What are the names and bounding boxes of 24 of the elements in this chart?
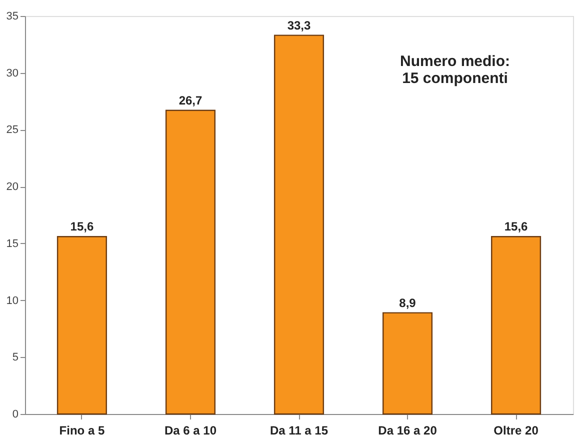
y-tick-label: 35 <box>6 10 18 22</box>
bar <box>382 312 433 415</box>
y-tick-label: 5 <box>12 352 18 364</box>
bar <box>56 236 107 415</box>
data-label: 33,3 <box>287 18 311 32</box>
bar <box>165 110 216 415</box>
data-label: 8,9 <box>399 296 416 310</box>
data-label: 15,6 <box>70 220 94 234</box>
annotation: Numero medio: 15 componenti <box>400 53 510 87</box>
x-tick-label: Da 6 a 10 <box>164 424 217 438</box>
y-tick-label: 15 <box>6 238 18 250</box>
x-tick-label: Oltre 20 <box>494 424 539 438</box>
y-tick-label: 30 <box>6 67 18 80</box>
y-tick-label: 25 <box>6 124 18 136</box>
y-tick-label: 10 <box>6 294 18 307</box>
x-tick-label: Fino a 5 <box>59 424 105 438</box>
x-tick-label: Da 16 a 20 <box>378 424 438 438</box>
bar <box>274 34 324 415</box>
data-label: 15,6 <box>504 220 528 234</box>
x-tick-label: Da 11 a 15 <box>270 424 328 438</box>
bar <box>491 236 542 415</box>
data-label: 26,7 <box>178 93 202 108</box>
y-tick-label: 0 <box>12 408 18 420</box>
y-tick-label: 20 <box>6 181 18 194</box>
